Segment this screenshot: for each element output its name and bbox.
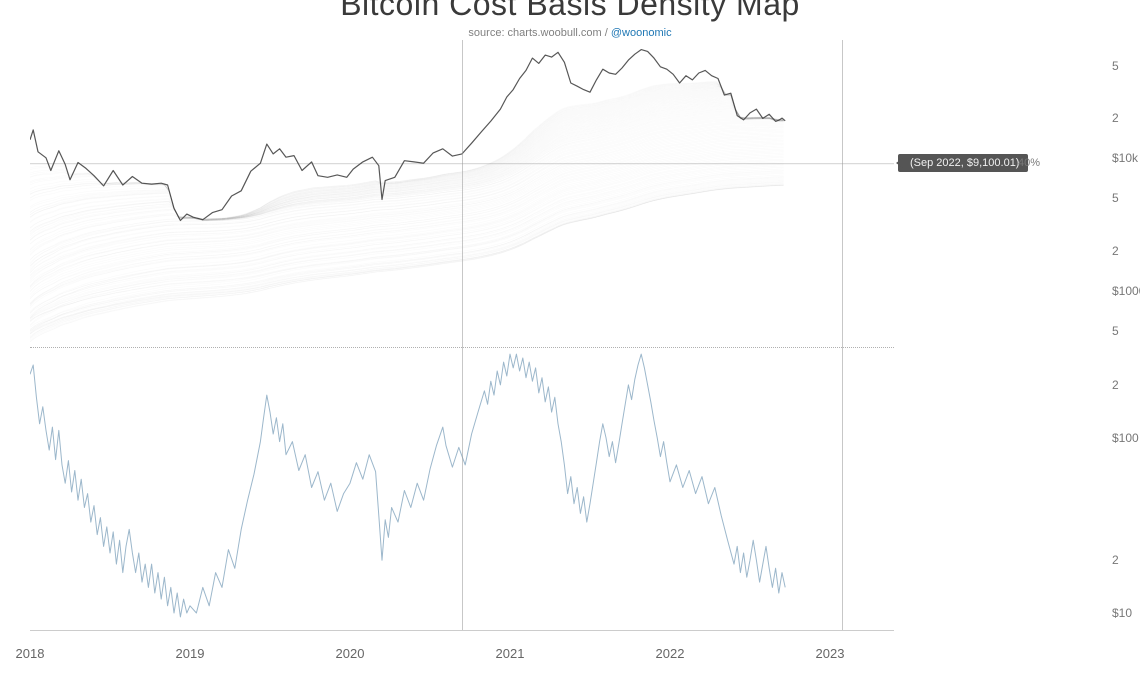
- tooltip-pct: 40%: [1018, 157, 1040, 169]
- x-tick: 2022: [656, 646, 685, 661]
- subtitle-text: source: charts.woobull.com /: [468, 27, 610, 39]
- tooltip-text: (Sep 2022, $9,100.01): [910, 157, 1019, 169]
- y-tick: $10k: [1112, 151, 1138, 165]
- x-tick: 2021: [496, 646, 525, 661]
- hover-tooltip: (Sep 2022, $9,100.01): [898, 154, 1028, 172]
- cursor-vertical: [842, 40, 843, 630]
- y-tick: 2: [1112, 378, 1119, 392]
- y-tick: 5: [1112, 324, 1119, 338]
- y-tick: 5: [1112, 59, 1119, 73]
- y-tick: $10: [1112, 606, 1132, 620]
- subtitle-link[interactable]: @woonomic: [611, 27, 672, 39]
- plot-area[interactable]: [30, 40, 894, 631]
- y-tick: 2: [1112, 111, 1119, 125]
- x-tick: 2019: [176, 646, 205, 661]
- chart-title: Bitcoin Cost Basis Density Map: [0, 0, 1140, 23]
- chart-subtitle: source: charts.woobull.com / @woonomic: [0, 27, 1140, 39]
- y-tick: $1000: [1112, 284, 1140, 298]
- x-tick: 2020: [336, 646, 365, 661]
- y-tick: 2: [1112, 244, 1119, 258]
- crosshair-vertical: [462, 40, 463, 630]
- y-tick: 2: [1112, 553, 1119, 567]
- y-axis-right: 5$100025$10k25$102$1002: [912, 40, 1132, 630]
- y-tick: $100: [1112, 431, 1139, 445]
- y-tick: 5: [1112, 191, 1119, 205]
- x-axis: 201820192020202120222023: [30, 636, 950, 666]
- x-tick: 2023: [816, 646, 845, 661]
- x-tick: 2018: [16, 646, 45, 661]
